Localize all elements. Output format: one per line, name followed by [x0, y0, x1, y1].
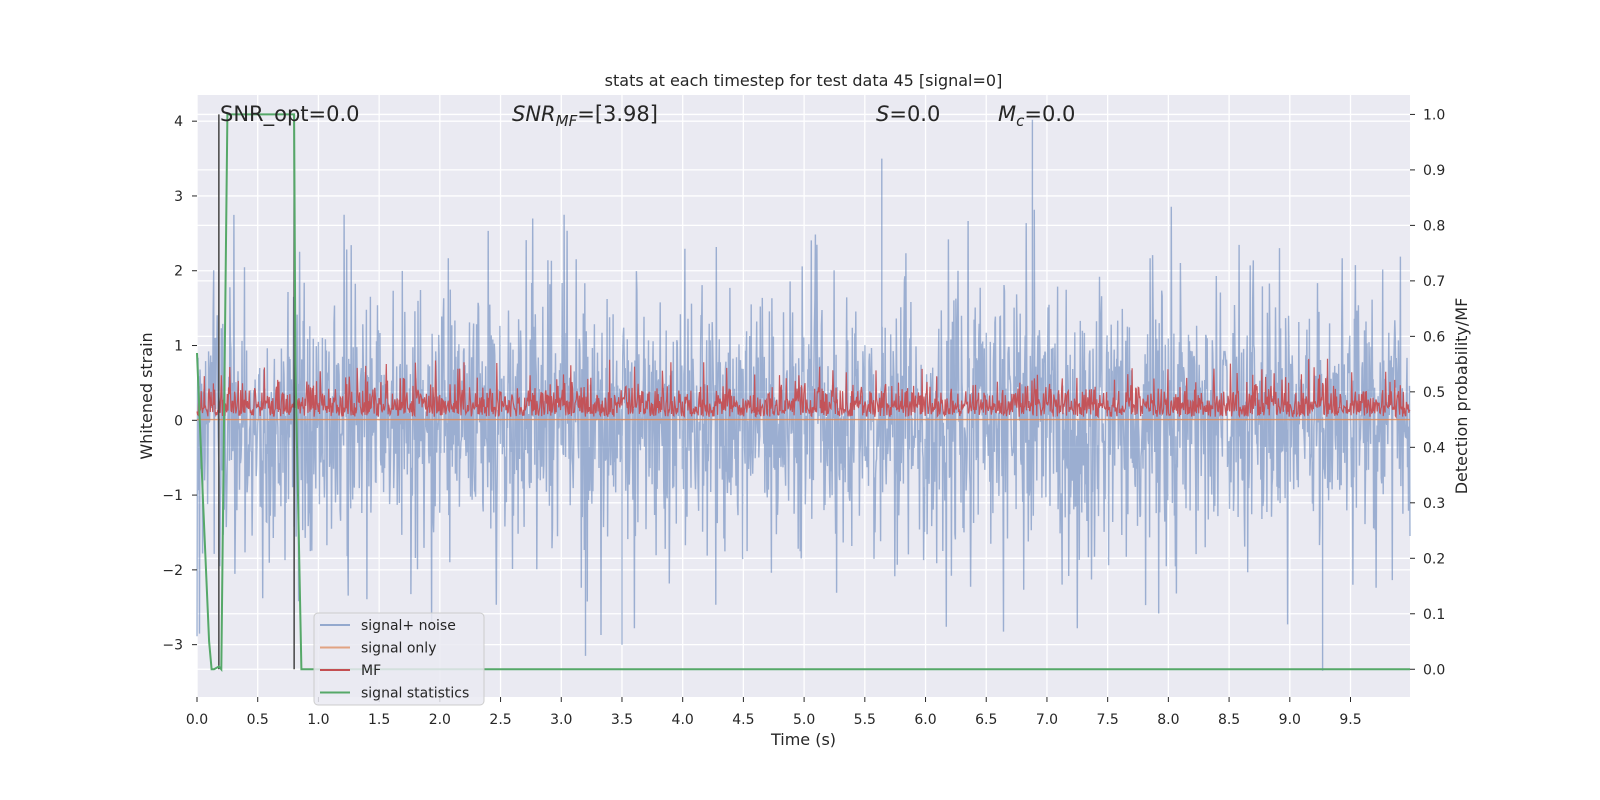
x-tick-label: 9.5 [1339, 712, 1361, 728]
annotation-snr-mf: SNRMF=[3.98] [512, 102, 658, 130]
y-left-tick-label: 3 [174, 189, 183, 205]
s-symbol: S [876, 102, 889, 126]
mc-symbol: M [998, 102, 1016, 126]
mc-value: =0.0 [1024, 102, 1075, 126]
legend-label: signal statistics [361, 686, 469, 702]
y-right-tick-label: 1.0 [1423, 107, 1445, 123]
x-tick-label: 9.0 [1279, 712, 1301, 728]
y-right-tick-label: 0.5 [1423, 385, 1445, 401]
y-left-tick-label: −2 [162, 563, 183, 579]
series-signal-statistics-line [196, 113, 1410, 672]
y-right-tick-label: 0.0 [1423, 662, 1445, 678]
x-tick-label: 7.5 [1097, 712, 1119, 728]
y-left-tick-label: 0 [174, 413, 183, 429]
annotation-mc: Mc=0.0 [998, 102, 1075, 130]
x-tick-label: 5.0 [793, 712, 815, 728]
y-right-tick-label: 0.3 [1423, 496, 1445, 512]
x-tick-label: 8.5 [1218, 712, 1240, 728]
snr-mf-value: =[3.98] [577, 102, 658, 126]
legend: signal+ noise signal only MF signal statist… [313, 612, 485, 706]
y-right-tick-label: 0.4 [1423, 440, 1445, 456]
x-tick-label: 4.5 [732, 712, 754, 728]
s-value: =0.0 [889, 102, 940, 126]
axis-ticks: 0.0 0.5 1.0 1.5 2.0 2.5 3.0 3.5 4.0 4.5 5.0 5.5 6.0 6… [162, 107, 1445, 728]
annotation-s: S=0.0 [876, 102, 940, 126]
y-right-tick-label: 0.2 [1423, 551, 1445, 567]
x-tick-label: 7.0 [1036, 712, 1058, 728]
y-left-tick-label: 2 [174, 264, 183, 280]
mc-subscript: c [1016, 112, 1025, 130]
x-tick-label: 1.5 [368, 712, 390, 728]
x-tick-label: 0.5 [247, 712, 269, 728]
y-axis-label-right: Detection probability/MF [1452, 298, 1471, 495]
legend-label: MF [361, 663, 381, 679]
snr-mf-symbol: SNR [512, 102, 556, 126]
x-tick-label: 2.0 [429, 712, 451, 728]
x-tick-label: 3.0 [550, 712, 572, 728]
y-right-tick-label: 0.1 [1423, 607, 1445, 623]
x-tick-label: 3.5 [611, 712, 633, 728]
x-tick-label: 2.5 [489, 712, 511, 728]
annotation-snr-opt: SNR_opt=0.0 [220, 102, 360, 127]
legend-label: signal+ noise [361, 618, 456, 634]
y-left-tick-label: −3 [162, 638, 183, 654]
legend-box [313, 612, 485, 706]
chart-title: stats at each timestep for test data 45 … [605, 71, 1003, 90]
snr-mf-subscript: MF [556, 112, 578, 130]
y-right-tick-label: 0.6 [1423, 329, 1445, 345]
legend-label: signal only [361, 641, 436, 657]
y-right-tick-label: 0.8 [1423, 218, 1445, 234]
y-right-tick-label: 0.7 [1423, 274, 1445, 290]
x-tick-label: 0.0 [186, 712, 208, 728]
x-tick-label: 1.0 [307, 712, 329, 728]
x-tick-label: 6.5 [975, 712, 997, 728]
x-tick-label: 6.0 [914, 712, 936, 728]
series-mf-line [196, 358, 1411, 419]
y-left-tick-label: 1 [174, 339, 183, 355]
x-axis-label: Time (s) [770, 730, 836, 749]
y-left-tick-label: 4 [174, 114, 183, 130]
y-axis-label-left: Whitened strain [137, 332, 156, 459]
series-signal-noise-line [196, 119, 1411, 671]
y-right-tick-label: 0.9 [1423, 163, 1445, 179]
x-tick-label: 8.0 [1157, 712, 1179, 728]
x-tick-label: 5.5 [854, 712, 876, 728]
x-tick-label: 4.0 [672, 712, 694, 728]
y-left-tick-label: −1 [162, 488, 183, 504]
